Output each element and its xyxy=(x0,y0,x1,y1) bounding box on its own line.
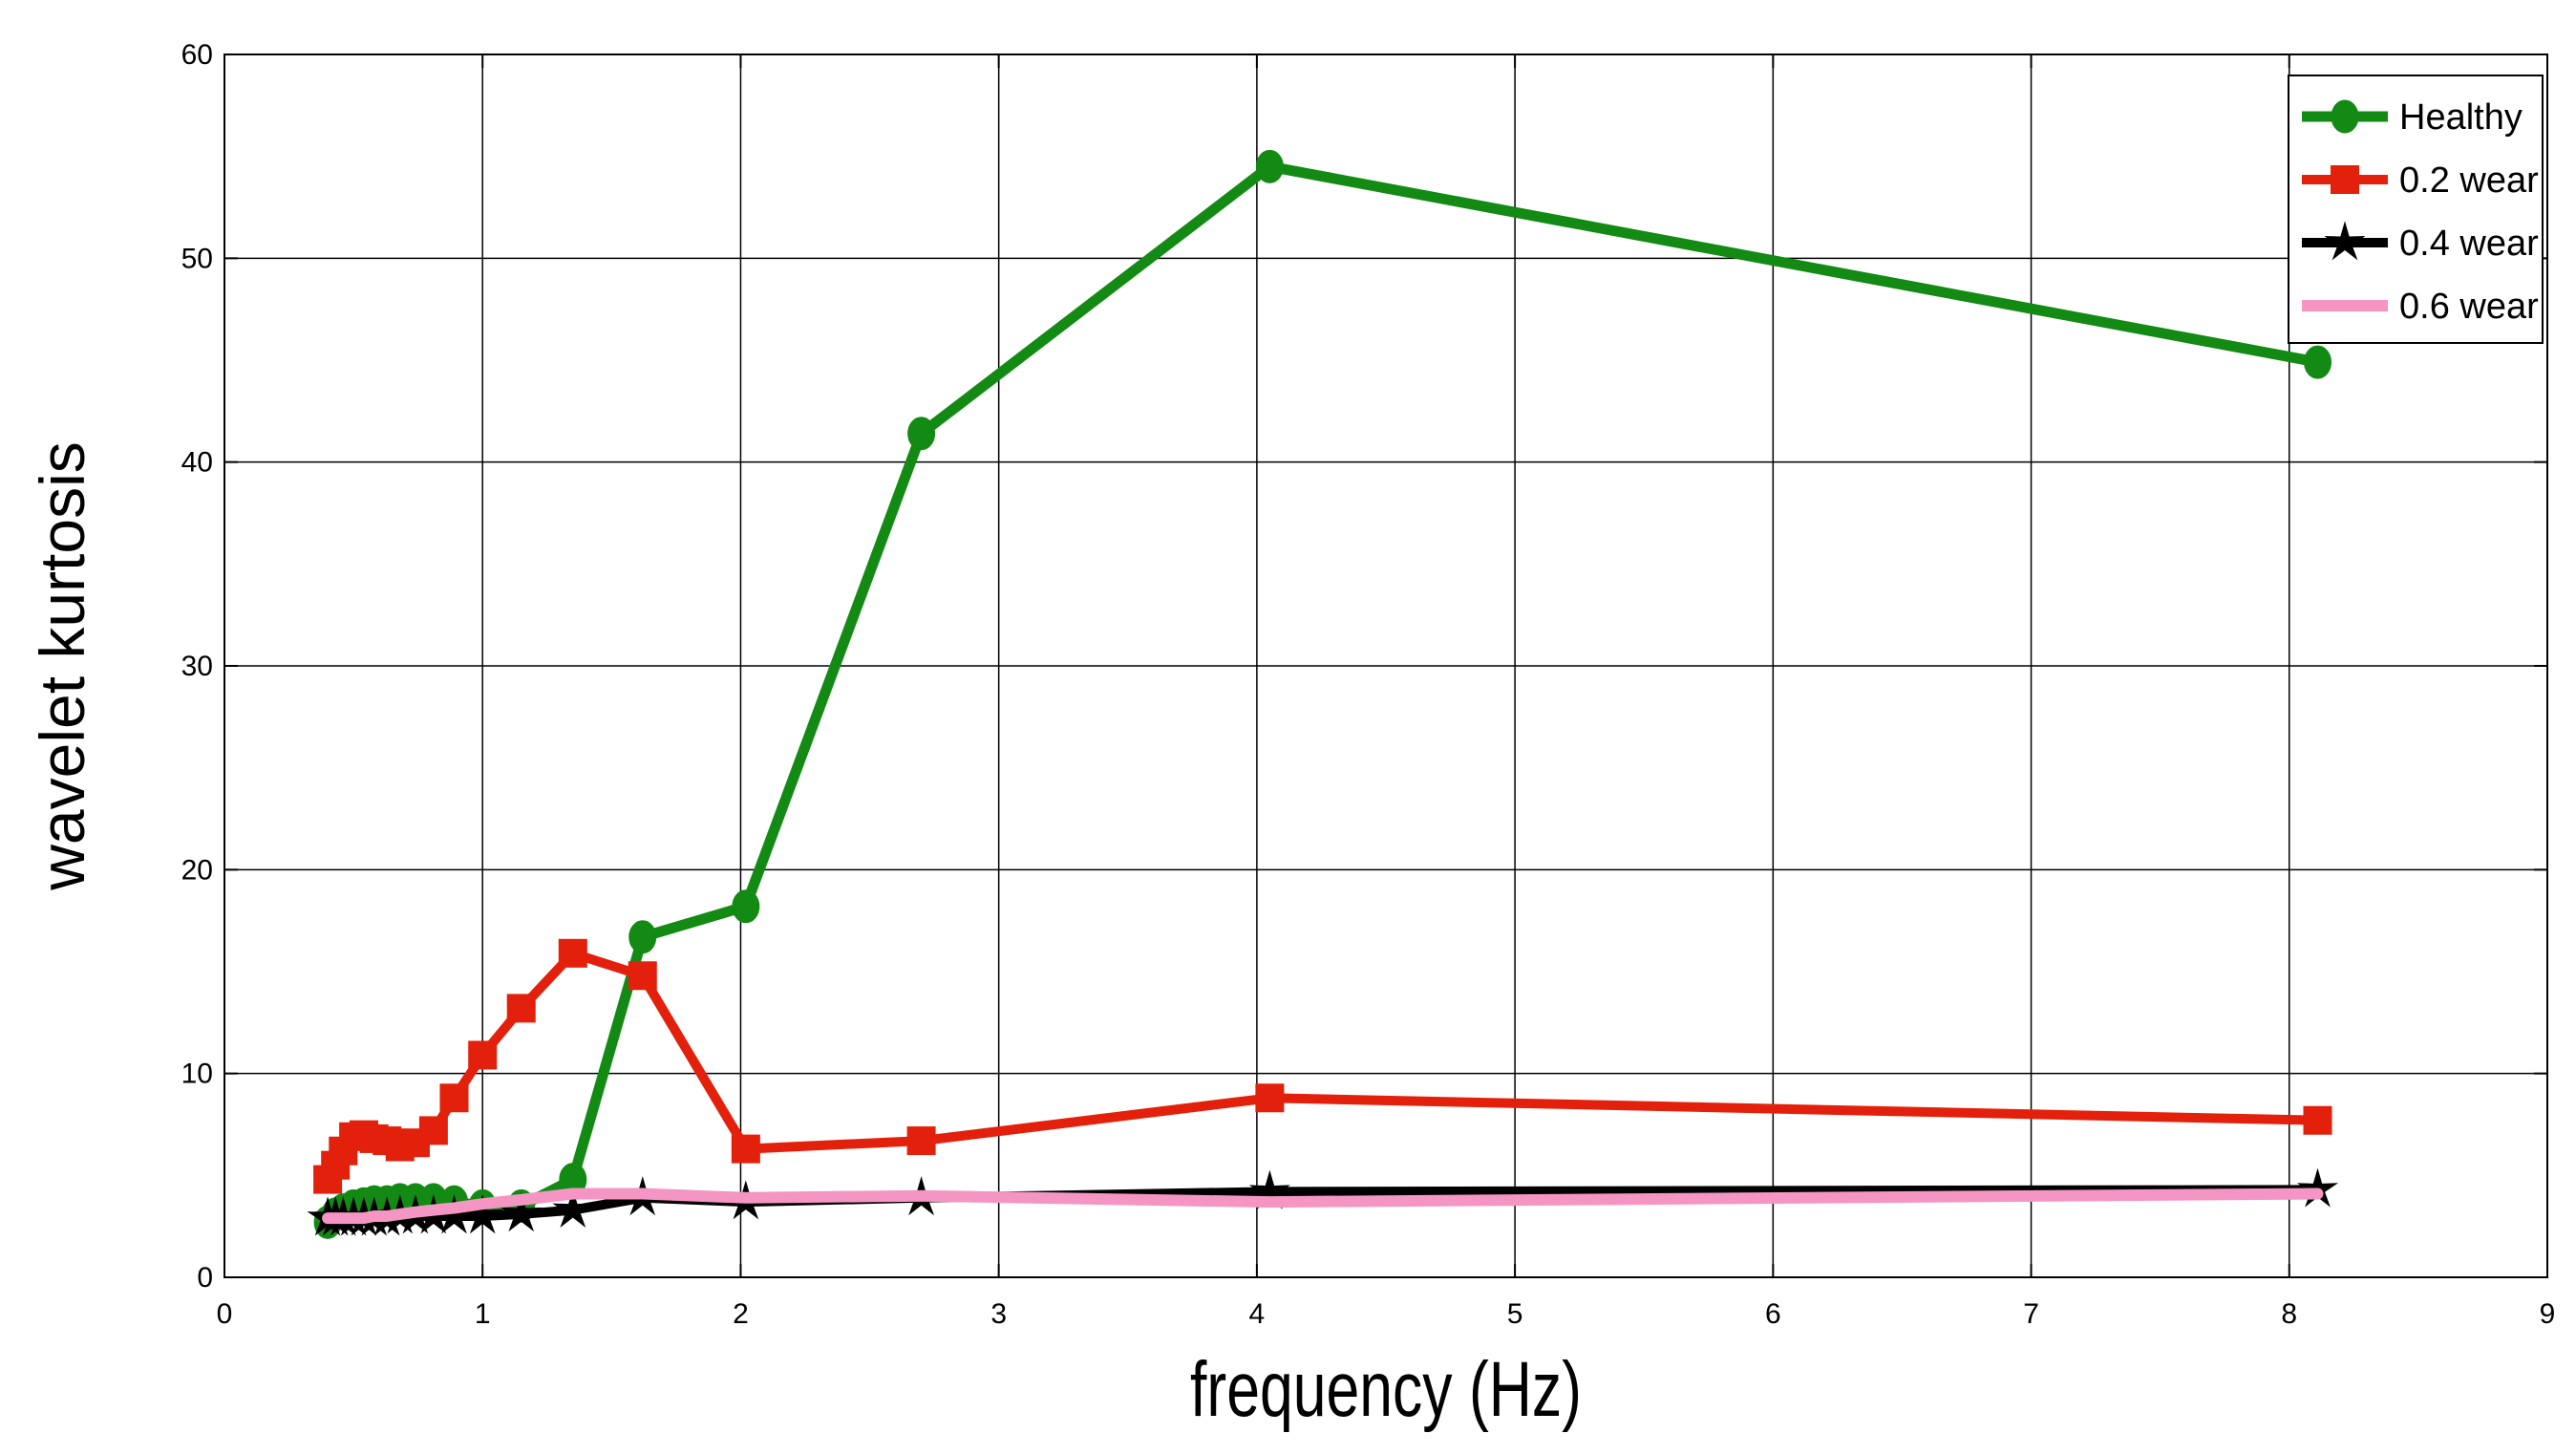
data-point xyxy=(418,1116,448,1145)
data-point xyxy=(428,1205,438,1215)
data-point xyxy=(338,1213,349,1224)
x-tick-label: 8 xyxy=(2281,1298,2297,1330)
x-tick-label: 0 xyxy=(217,1298,233,1330)
legend-marker xyxy=(2340,301,2350,310)
y-tick-label: 40 xyxy=(181,447,213,479)
legend-label: Healthy xyxy=(2399,97,2523,138)
legend-label: 0.4 wear xyxy=(2399,224,2539,264)
legend-marker xyxy=(2331,99,2359,134)
data-point xyxy=(628,920,657,954)
x-tick-label: 7 xyxy=(2023,1298,2039,1330)
data-point xyxy=(2303,1105,2332,1135)
data-point xyxy=(349,1213,359,1224)
y-tick-label: 50 xyxy=(181,243,213,274)
series-group xyxy=(307,149,2339,1239)
series-4 xyxy=(322,1188,2324,1225)
data-point xyxy=(1265,1197,1275,1208)
data-point xyxy=(732,889,760,924)
data-point xyxy=(2312,1188,2323,1199)
data-point xyxy=(567,1188,578,1199)
x-tick-label: 6 xyxy=(1765,1298,1781,1330)
data-point xyxy=(330,1213,341,1224)
legend-item-1: Healthy xyxy=(2302,97,2523,138)
data-point xyxy=(740,1192,751,1203)
data-point xyxy=(1255,149,1284,183)
x-axis-label: frequency (Hz) xyxy=(1190,1346,1582,1433)
legend-marker xyxy=(2331,165,2359,194)
axes xyxy=(224,53,2548,1278)
y-tick-label: 20 xyxy=(181,854,213,886)
data-point xyxy=(516,1194,526,1205)
x-tick-label: 1 xyxy=(475,1298,491,1330)
y-axis-label: wavelet kurtosis xyxy=(27,441,97,891)
data-point xyxy=(500,1192,543,1232)
legend-label: 0.2 wear xyxy=(2399,160,2539,201)
data-point xyxy=(468,1040,498,1070)
data-point xyxy=(731,1134,760,1164)
data-point xyxy=(1255,1083,1285,1113)
data-point xyxy=(907,417,936,451)
legend-item-3: 0.4 wear xyxy=(2302,221,2539,264)
y-tick-label: 30 xyxy=(181,651,213,682)
legend-item-2: 0.2 wear xyxy=(2302,160,2539,201)
legend: Healthy 0.2 wear 0.4 wear 0.6 wear xyxy=(2288,75,2544,344)
legend-item-4: 0.6 wear xyxy=(2302,287,2539,327)
x-tick-label: 5 xyxy=(1507,1298,1523,1330)
data-point xyxy=(558,938,587,968)
data-point xyxy=(916,1190,926,1201)
x-tick-label: 9 xyxy=(2540,1298,2556,1330)
x-tick-label: 4 xyxy=(1249,1298,1266,1330)
tick-labels: 0 1 2 3 4 5 6 7 8 9 0 10 20 30 40 50 60 xyxy=(181,39,2556,1330)
data-point xyxy=(358,1213,369,1224)
data-point xyxy=(637,1188,648,1199)
data-point xyxy=(382,1211,393,1221)
y-tick-label: 10 xyxy=(181,1059,213,1090)
series-2 xyxy=(313,938,2332,1194)
data-point xyxy=(369,1211,379,1221)
data-point xyxy=(323,1213,333,1224)
x-tick-label: 2 xyxy=(733,1298,749,1330)
data-point xyxy=(2304,345,2332,379)
legend-marker xyxy=(2324,221,2366,261)
data-point xyxy=(628,961,657,991)
data-point xyxy=(449,1203,459,1213)
data-point xyxy=(906,1126,936,1156)
legend-label: 0.6 wear xyxy=(2399,287,2539,327)
y-tick-label: 60 xyxy=(181,39,213,71)
data-point xyxy=(552,1188,594,1228)
data-point xyxy=(478,1199,488,1209)
y-tick-label: 0 xyxy=(197,1262,213,1294)
x-tick-label: 3 xyxy=(990,1298,1007,1330)
data-point xyxy=(410,1207,420,1217)
data-point xyxy=(394,1209,405,1219)
data-point xyxy=(439,1083,469,1113)
data-point xyxy=(506,994,536,1023)
